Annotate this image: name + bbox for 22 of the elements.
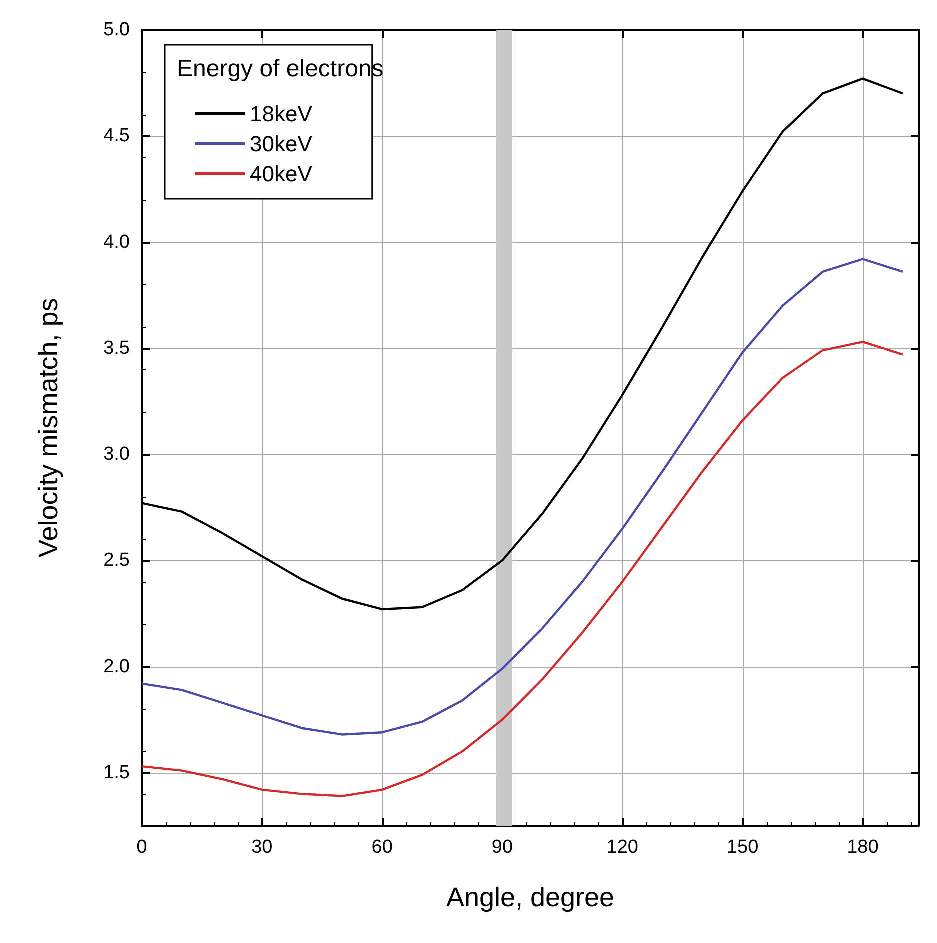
y-tick-label: 1.5	[104, 762, 130, 784]
y-tick-label: 3.0	[104, 444, 130, 466]
x-tick-label: 180	[847, 837, 879, 858]
y-axis-title: Velocity mismatch, ps	[34, 298, 64, 558]
x-tick-label: 60	[372, 837, 393, 858]
legend-label: 18keV	[250, 102, 313, 126]
x-axis-title: Angle, degree	[446, 882, 615, 912]
line-series	[140, 258, 904, 736]
y-tick-label: 2.5	[104, 550, 130, 572]
legend-label: 40keV	[250, 162, 313, 186]
x-tick-label: 90	[492, 837, 514, 858]
y-tick-label: 2.0	[104, 656, 130, 678]
x-tick-label: 30	[252, 837, 273, 858]
y-tick-label: 4.0	[104, 232, 130, 253]
x-tick-label: 0	[136, 837, 148, 858]
y-tick-label: 3.5	[104, 338, 130, 359]
y-tick-label: 4.5	[104, 126, 130, 147]
x-tick-label: 120	[606, 837, 638, 858]
legend-label: 30keV	[250, 132, 313, 156]
x-tick-label: 150	[726, 837, 759, 858]
y-tick-label: 5.0	[104, 20, 130, 40]
line-series	[140, 340, 904, 798]
